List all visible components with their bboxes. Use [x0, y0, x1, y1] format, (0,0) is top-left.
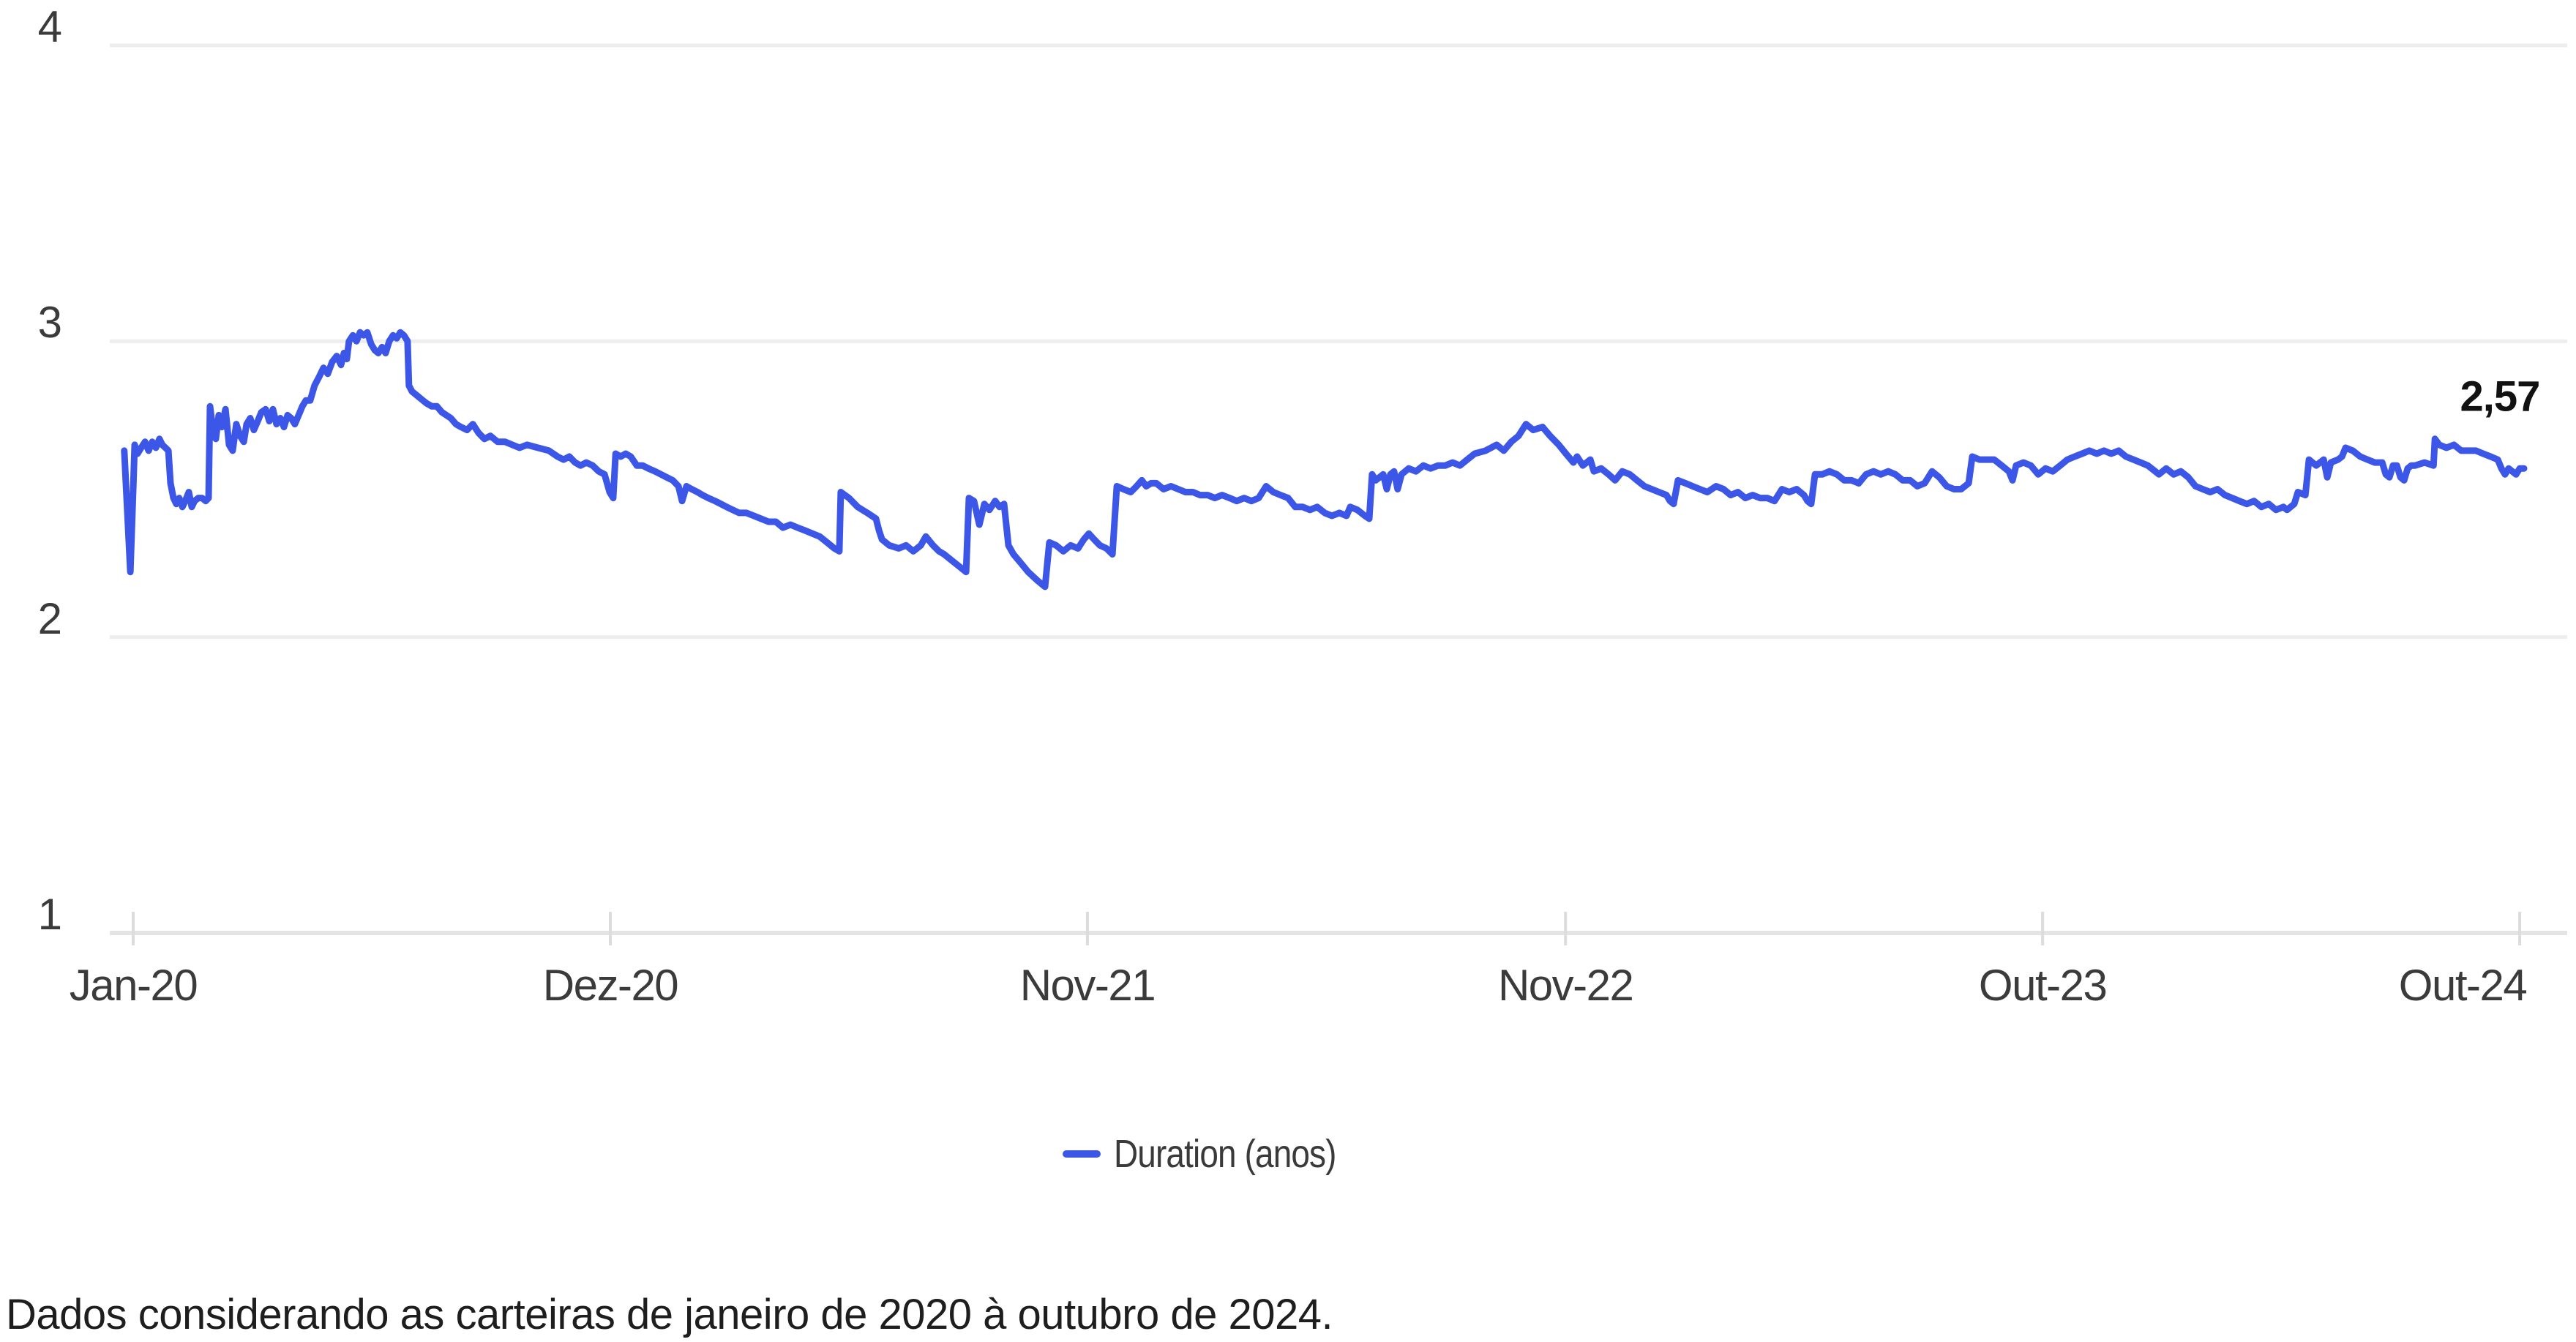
x-axis-label: Dez-20 [542, 961, 679, 1010]
x-axis-label: Out-23 [1978, 961, 2108, 1010]
y-axis-label: 1 [37, 890, 62, 939]
legend-line-swatch-icon [1063, 1150, 1101, 1158]
footnote-caption: Dados considerando as carteiras de janei… [6, 1291, 1333, 1338]
y-axis-label: 2 [37, 593, 62, 643]
legend-item-duration[interactable]: Duration (anos) [1114, 1132, 1336, 1176]
y-axis-label: 3 [37, 298, 62, 348]
x-axis-label: Jan-20 [69, 961, 198, 1010]
x-axis-label: Nov-21 [1019, 961, 1156, 1010]
duration-series-line [121, 329, 2528, 591]
x-axis-label: Out-24 [2398, 961, 2528, 1010]
legend: Duration (anos) [1063, 1128, 1375, 1180]
series-end-value-label: 2,57 [2460, 372, 2541, 421]
y-axis-label: 4 [37, 2, 62, 51]
x-axis-label: Nov-22 [1497, 961, 1634, 1010]
